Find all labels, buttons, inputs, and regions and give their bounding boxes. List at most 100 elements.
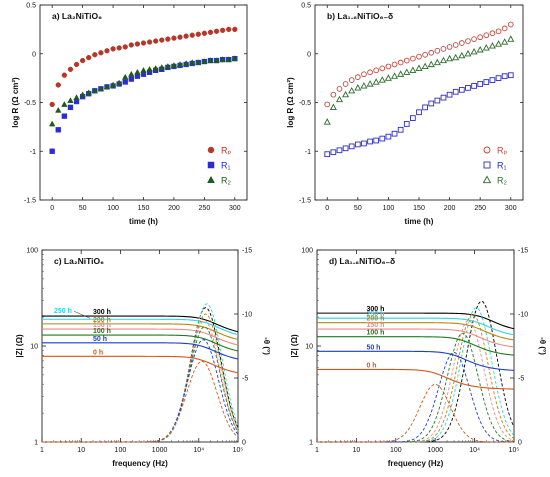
series-0: [49, 26, 238, 108]
curve-label: 200 h: [93, 317, 111, 324]
data-point: [495, 40, 503, 47]
data-point: [61, 72, 68, 78]
data-point: [452, 88, 459, 95]
data-point: [342, 81, 349, 87]
data-point: [465, 38, 471, 44]
data-point: [458, 51, 466, 59]
x-tick-label: 300: [505, 205, 517, 212]
x-tick-label: 50: [354, 205, 362, 212]
curve-label: 250 h: [54, 308, 72, 315]
data-point: [507, 21, 514, 28]
data-point: [140, 40, 147, 46]
y2-tick-label: -15: [518, 248, 528, 255]
data-point: [495, 75, 502, 81]
curve-label: 150 h: [366, 322, 384, 329]
x-axis-label: time (h): [405, 217, 434, 226]
x-tick-label: 50: [79, 205, 87, 212]
data-point: [415, 64, 423, 71]
data-point: [477, 81, 484, 87]
data-point: [79, 91, 86, 98]
data-point: [91, 87, 98, 94]
series-4: [42, 326, 239, 443]
data-point: [378, 76, 386, 83]
curve-label: 250 h: [366, 311, 384, 318]
data-point: [409, 66, 417, 73]
x-tick-label: 10⁵: [509, 447, 520, 454]
x-tick-label: 100: [115, 447, 127, 454]
data-point: [55, 82, 61, 88]
data-point: [219, 27, 226, 34]
y-tick-label: 1: [34, 440, 38, 447]
y2-tick-label: -5: [518, 376, 524, 383]
impedance-curve: [42, 355, 239, 374]
impedance-curve: [42, 323, 239, 341]
x-tick-label: 100: [390, 447, 402, 454]
impedance-curve: [317, 322, 515, 341]
phase-curve: [42, 307, 239, 443]
data-point: [158, 63, 165, 70]
legend-label: R₂: [497, 176, 507, 186]
data-point: [471, 36, 477, 42]
data-point: [483, 32, 490, 39]
curve-label: 0 h: [93, 349, 103, 356]
data-point: [403, 121, 410, 127]
panel-title: a) La₂NiTiO₆: [52, 11, 102, 21]
data-point: [195, 31, 201, 37]
data-point: [330, 149, 337, 156]
data-point: [140, 66, 147, 73]
data-point: [379, 65, 386, 72]
data-point: [367, 69, 373, 76]
series-5: [317, 350, 515, 443]
panel-a: 0 50 100 150 200 250 300 -1.5 -1 -0.5 0 0.5 time (h)…: [11, 3, 248, 226]
y-tick-label: 1: [309, 440, 313, 447]
data-point: [73, 94, 80, 101]
data-point: [360, 82, 368, 89]
data-point: [207, 29, 214, 35]
data-point: [354, 74, 361, 81]
data-point: [324, 101, 331, 108]
data-point: [122, 73, 129, 80]
data-point: [231, 55, 239, 62]
data-point: [323, 118, 331, 125]
data-point: [427, 60, 435, 68]
data-point: [85, 89, 92, 96]
data-point: [440, 94, 447, 101]
data-point: [477, 34, 484, 41]
phase-curve: [317, 383, 514, 443]
data-point: [452, 42, 459, 48]
y-tick-label: -1.5: [299, 198, 311, 205]
data-point: [372, 78, 380, 85]
data-point: [182, 60, 190, 66]
data-point: [189, 59, 196, 65]
curve-label: 100 h: [93, 328, 111, 335]
data-point: [385, 63, 392, 70]
x-axis-label: time (h): [129, 217, 158, 226]
data-point: [507, 35, 515, 42]
data-point: [446, 44, 453, 50]
data-point: [464, 49, 472, 57]
series-2: [48, 55, 239, 127]
legend-label: R₂: [221, 176, 231, 186]
y-tick-label: 0: [307, 51, 311, 58]
x-tick-label: 1: [40, 447, 44, 454]
curve-label: 0 h: [366, 362, 376, 369]
data-point: [201, 30, 208, 36]
x-tick-label: 100: [383, 205, 395, 212]
data-point: [336, 147, 343, 154]
data-point: [146, 65, 153, 72]
y2-axis-label: -θ (°): [538, 337, 547, 355]
label-leader: [73, 310, 91, 319]
plot-frame: [41, 249, 239, 443]
phase-curve: [42, 326, 239, 443]
panel-d: 1 10 100 1000 10⁴ 10⁵1101000-5-10-15frequency…: [290, 248, 547, 469]
series-1: [317, 307, 515, 443]
y-tick-label: 0: [32, 51, 36, 58]
x-tick-label: 250: [199, 205, 211, 212]
data-point: [410, 115, 416, 121]
data-point: [416, 53, 422, 60]
panel-title: c) La₂NiTiO₆: [54, 256, 104, 266]
data-point: [201, 58, 208, 64]
data-point: [49, 148, 55, 154]
x-tick-label: 0: [325, 205, 329, 212]
x-tick-label: 150: [413, 205, 425, 212]
